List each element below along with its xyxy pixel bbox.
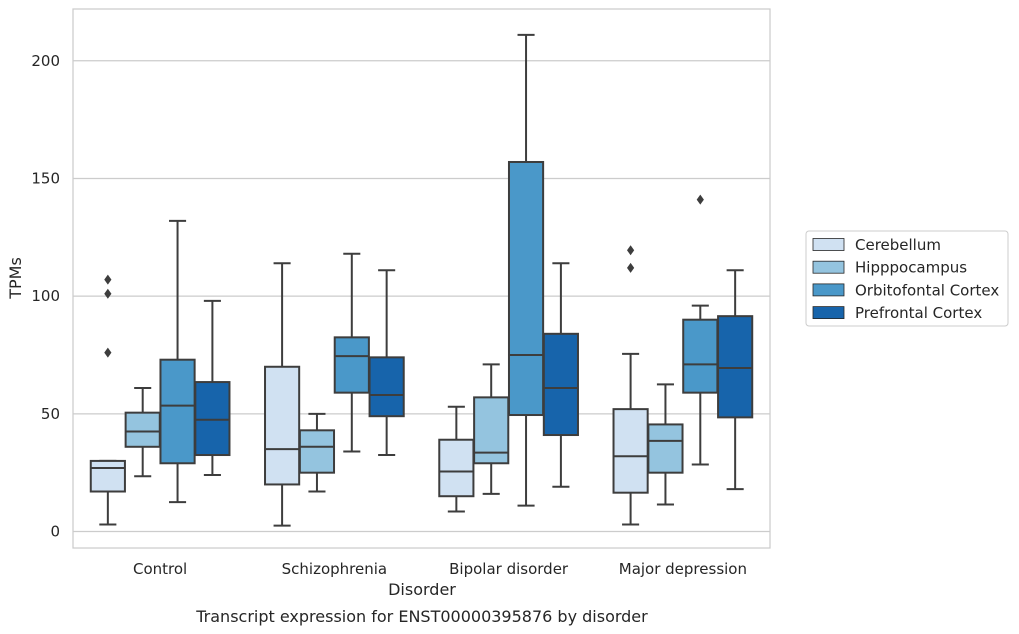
box-2-2 — [507, 33, 545, 507]
y-tick-label: 100 — [31, 287, 60, 305]
box-2-0 — [438, 405, 475, 513]
x-axis-title: Disorder — [388, 580, 456, 599]
x-tick-labels: Control Schizophrenia Bipolar disorder Majo… — [133, 560, 747, 578]
iqr-box — [542, 332, 579, 437]
outlier-marker — [104, 274, 112, 285]
y-tick-label: 200 — [31, 52, 60, 70]
box-0-0 — [89, 274, 126, 526]
x-tick-label: Bipolar disorder — [449, 560, 569, 578]
box-0-1 — [124, 386, 161, 478]
legend-label: Hipppocampus — [855, 259, 967, 277]
figure-caption: Transcript expression for ENST0000039587… — [195, 607, 648, 626]
box-3-0 — [612, 245, 649, 526]
legend-swatch — [812, 306, 845, 320]
iqr-box — [159, 358, 196, 465]
outlier-marker — [627, 245, 635, 256]
legend: Cerebellum Hipppocampus Orbitofontal Corte… — [805, 230, 1009, 327]
iqr-box — [507, 160, 545, 417]
outlier-marker — [104, 347, 112, 358]
box-3-2 — [682, 194, 719, 466]
legend-label: Cerebellum — [855, 236, 941, 254]
box-1-2 — [333, 252, 370, 453]
iqr-box — [682, 318, 719, 394]
box-1-3 — [368, 269, 405, 457]
y-tick-label: 0 — [50, 523, 60, 541]
iqr-box — [438, 438, 475, 498]
x-tick-label: Schizophrenia — [282, 560, 387, 578]
iqr-box — [717, 315, 754, 419]
legend-swatch — [812, 238, 845, 251]
x-tick-label: Major depression — [619, 560, 747, 578]
x-tick-label: Control — [133, 560, 187, 578]
iqr-box — [264, 365, 301, 486]
outlier-marker — [104, 288, 112, 299]
plot-frame — [72, 8, 771, 549]
outlier-marker — [696, 194, 704, 205]
box-0-3 — [194, 299, 231, 477]
box-2-3 — [542, 262, 579, 488]
outlier-marker — [627, 262, 635, 273]
y-tick-label: 150 — [31, 169, 60, 187]
legend-swatch — [812, 283, 845, 297]
box-2-1 — [473, 363, 510, 495]
y-axis-title: TPMs — [6, 257, 25, 300]
iqr-box — [612, 408, 649, 494]
iqr-box — [89, 459, 126, 493]
iqr-box — [194, 381, 231, 457]
boxes — [89, 33, 754, 527]
y-tick-label: 50 — [41, 405, 60, 423]
iqr-box — [124, 411, 161, 448]
box-0-2 — [159, 219, 196, 504]
y-tick-labels: 0 50 100 150 200 — [31, 52, 60, 541]
legend-label: Orbitofontal Cortex — [855, 281, 999, 299]
iqr-box — [298, 429, 336, 474]
iqr-box — [647, 423, 684, 474]
legend-swatch — [812, 260, 845, 274]
legend-label: Prefrontal Cortex — [855, 304, 982, 322]
iqr-box — [368, 356, 405, 418]
iqr-box — [333, 336, 370, 394]
legend-frame — [805, 230, 1009, 327]
box-1-1 — [298, 412, 336, 493]
box-1-0 — [264, 262, 301, 527]
box-3-3 — [717, 269, 754, 491]
box-3-1 — [647, 383, 684, 506]
